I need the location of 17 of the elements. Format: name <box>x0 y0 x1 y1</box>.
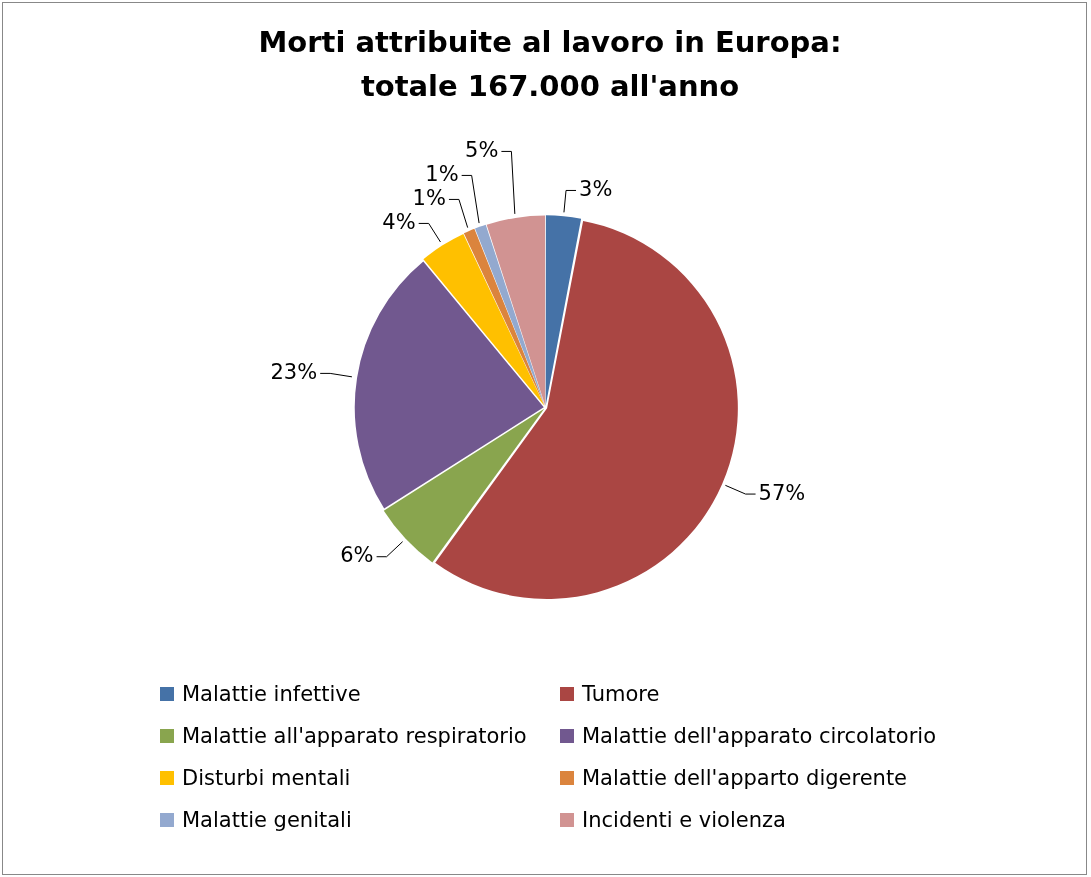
data-label: 6% <box>340 543 374 568</box>
legend-label: Malattie dell'apparto digerente <box>581 766 909 790</box>
data-label: 57% <box>758 480 806 505</box>
data-label: 1% <box>412 185 446 210</box>
data-label: 4% <box>382 209 416 234</box>
data-label: 3% <box>579 176 613 201</box>
chart-title: Morti attribuite al lavoro in Europa: totale 167.000 all'anno <box>257 24 843 105</box>
legend-label: Malattie all'apparato respiratorio <box>181 724 528 748</box>
legend-label: Malattie genitali <box>181 808 353 832</box>
data-label: 23% <box>270 359 318 384</box>
data-label: 1% <box>425 161 459 186</box>
data-label: 5% <box>465 137 499 162</box>
legend-label: Incidenti e violenza <box>581 808 787 832</box>
legend-label: Tumore <box>581 682 661 706</box>
legend-label: Malattie infettive <box>181 682 362 706</box>
legend-label: Disturbi mentali <box>181 766 352 790</box>
legend-label: Malattie dell'apparato circolatorio <box>581 724 937 748</box>
